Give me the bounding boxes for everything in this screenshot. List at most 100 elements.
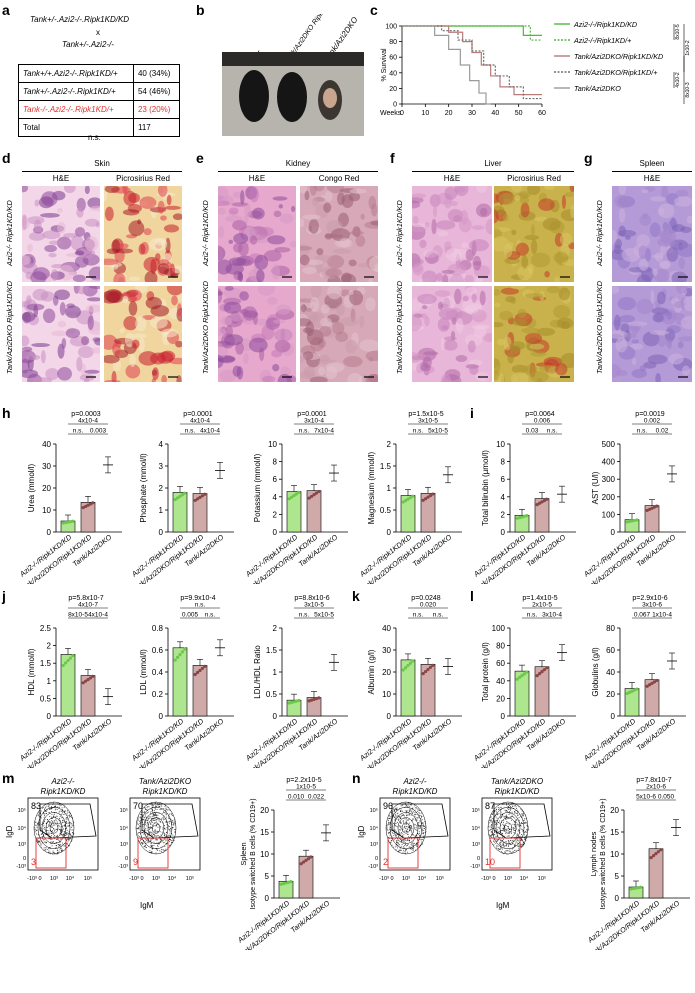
event-dot [402, 847, 404, 849]
x-tick-label: 0 [492, 876, 495, 882]
event-dot [165, 816, 167, 818]
tissue-structure [228, 257, 247, 266]
tissue-structure [661, 186, 669, 200]
event-dot [408, 813, 410, 815]
event-dot [515, 849, 517, 851]
comparison-p: 4x10-7 [78, 602, 98, 609]
tissue-structure [494, 302, 501, 308]
event-dot [64, 845, 66, 847]
event-dot [508, 817, 510, 819]
event-dot [61, 826, 63, 828]
event-dot [397, 826, 399, 828]
event-dot [496, 813, 498, 815]
event-dot [40, 828, 42, 830]
event-dot [495, 842, 497, 844]
event-dot [164, 834, 166, 836]
event-dot [507, 810, 508, 812]
event-dot [153, 818, 155, 820]
event-dot [172, 815, 174, 816]
tissue-structure [460, 209, 469, 225]
event-dot [516, 828, 518, 830]
tissue-structure [636, 298, 654, 315]
y-tick-label: 10⁵ [370, 807, 378, 814]
event-dot [51, 826, 53, 828]
tissue-structure [442, 297, 451, 311]
event-dot [414, 807, 416, 809]
event-dot [405, 810, 407, 812]
event-dot [149, 816, 151, 818]
event-dot [388, 818, 390, 820]
tissue-structure [143, 228, 152, 236]
event-dot [399, 838, 401, 839]
event-dot [405, 830, 407, 832]
data-point [196, 497, 200, 501]
tissue-structure [123, 316, 138, 331]
x-tick-label: -10³ [379, 876, 389, 882]
event-dot [388, 814, 390, 816]
y-tick-label: 0.2 [152, 690, 164, 699]
tissue-structure [422, 304, 428, 310]
event-dot [421, 819, 423, 821]
event-dot [493, 827, 494, 829]
event-dot [505, 818, 507, 820]
event-dot [398, 850, 400, 852]
event-dot [389, 818, 390, 819]
event-dot [36, 833, 37, 835]
event-dot [47, 805, 49, 807]
event-dot [68, 833, 70, 835]
event-dot [160, 808, 162, 810]
event-dot [397, 842, 398, 844]
gate-percentage: 9 [133, 857, 138, 867]
data-point [632, 688, 636, 692]
data-point [520, 674, 524, 678]
event-dot [399, 826, 401, 828]
event-dot [400, 822, 402, 824]
event-dot [137, 828, 139, 830]
event-dot [51, 841, 53, 843]
mouse-dko-kd [277, 72, 307, 122]
event-dot [169, 840, 171, 842]
column-header: Skin [94, 159, 110, 168]
tissue-structure [511, 364, 529, 374]
event-dot [505, 810, 507, 811]
data-point [652, 680, 656, 684]
data-point [180, 493, 184, 497]
tissue-structure [325, 268, 342, 278]
y-tick-label: 0.5 [40, 694, 52, 703]
event-dot [164, 812, 166, 814]
tissue-structure [659, 230, 677, 244]
event-dot [48, 848, 50, 850]
tissue-structure [22, 214, 27, 230]
event-dot [405, 848, 406, 850]
event-dot [143, 846, 145, 848]
tissue-structure [106, 291, 124, 304]
event-dot [60, 813, 62, 815]
event-dot [169, 821, 171, 823]
y-tick-label: 100 [492, 624, 506, 633]
event-dot [396, 842, 398, 844]
tissue-structure [511, 186, 523, 193]
event-dot [508, 832, 510, 834]
event-dot [510, 809, 511, 811]
event-dot [45, 806, 47, 808]
y-axis-title: Lymph nodes [589, 831, 598, 876]
event-dot [48, 812, 50, 813]
event-dot [507, 826, 509, 827]
event-dot [396, 808, 397, 810]
event-dot [513, 832, 515, 833]
event-dot [404, 850, 406, 852]
event-dot [395, 825, 397, 826]
tissue-structure [51, 330, 68, 337]
event-dot [166, 826, 168, 828]
event-dot [517, 842, 518, 844]
event-dot [390, 817, 392, 819]
tissue-structure [660, 244, 666, 256]
tissue-structure [72, 274, 86, 282]
event-dot [144, 810, 146, 812]
event-dot [522, 843, 524, 845]
event-dot [70, 837, 72, 839]
event-dot [405, 818, 407, 820]
